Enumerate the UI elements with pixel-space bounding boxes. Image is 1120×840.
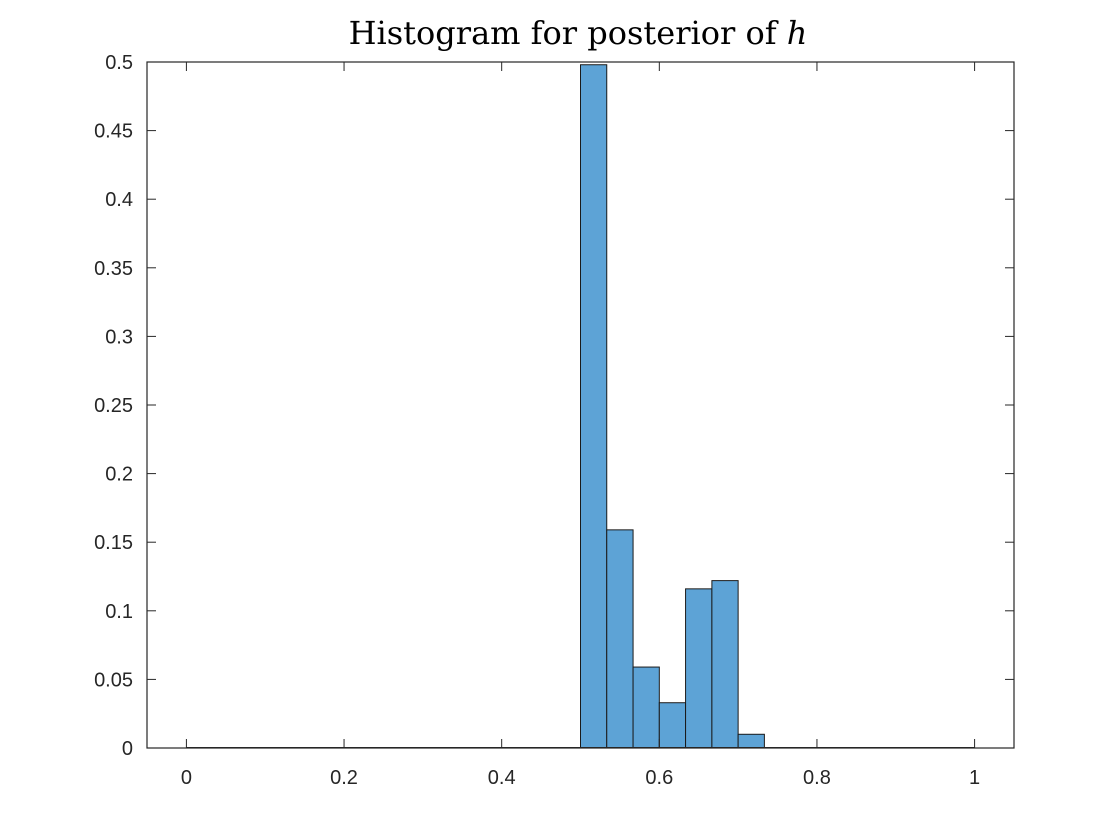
x-tick-label: 0 — [181, 767, 192, 789]
axes-box — [146, 61, 1015, 749]
y-tick-label: 0.4 — [105, 189, 133, 211]
histogram-bar — [711, 580, 739, 749]
histogram-bar — [606, 529, 634, 749]
y-tick-label: 0.1 — [105, 601, 133, 623]
histogram-bar — [737, 733, 765, 749]
bars-layer — [580, 64, 765, 749]
histogram-bar — [685, 588, 713, 749]
x-tick-label: 0.4 — [488, 767, 516, 789]
chart-title: Histogram for posterior of h — [349, 14, 808, 52]
y-tick-label: 0.05 — [94, 669, 133, 691]
y-tick-label: 0.3 — [105, 326, 133, 348]
histogram-bar — [658, 702, 687, 749]
y-tick-label: 0.2 — [105, 464, 133, 486]
x-tick-label: 0.2 — [330, 767, 358, 789]
x-tick-label: 0.8 — [803, 767, 831, 789]
y-tick-label: 0 — [122, 738, 133, 760]
y-tick-label: 0.5 — [105, 52, 133, 74]
x-tick-label: 0.6 — [645, 767, 673, 789]
y-tick-label: 0.25 — [94, 395, 133, 417]
x-tick-label: 1 — [969, 767, 980, 789]
y-tick-label: 0.15 — [94, 532, 133, 554]
y-tick-label: 0.45 — [94, 121, 133, 143]
ticks-layer: 0 0.2 0.4 0.6 0.8 1 0 0.05 0.1 0.15 0.2 0.25 0.3 0.35… — [94, 52, 1014, 789]
histogram-bar — [580, 64, 608, 749]
histogram-bar — [632, 666, 660, 749]
y-tick-label: 0.35 — [94, 258, 133, 280]
